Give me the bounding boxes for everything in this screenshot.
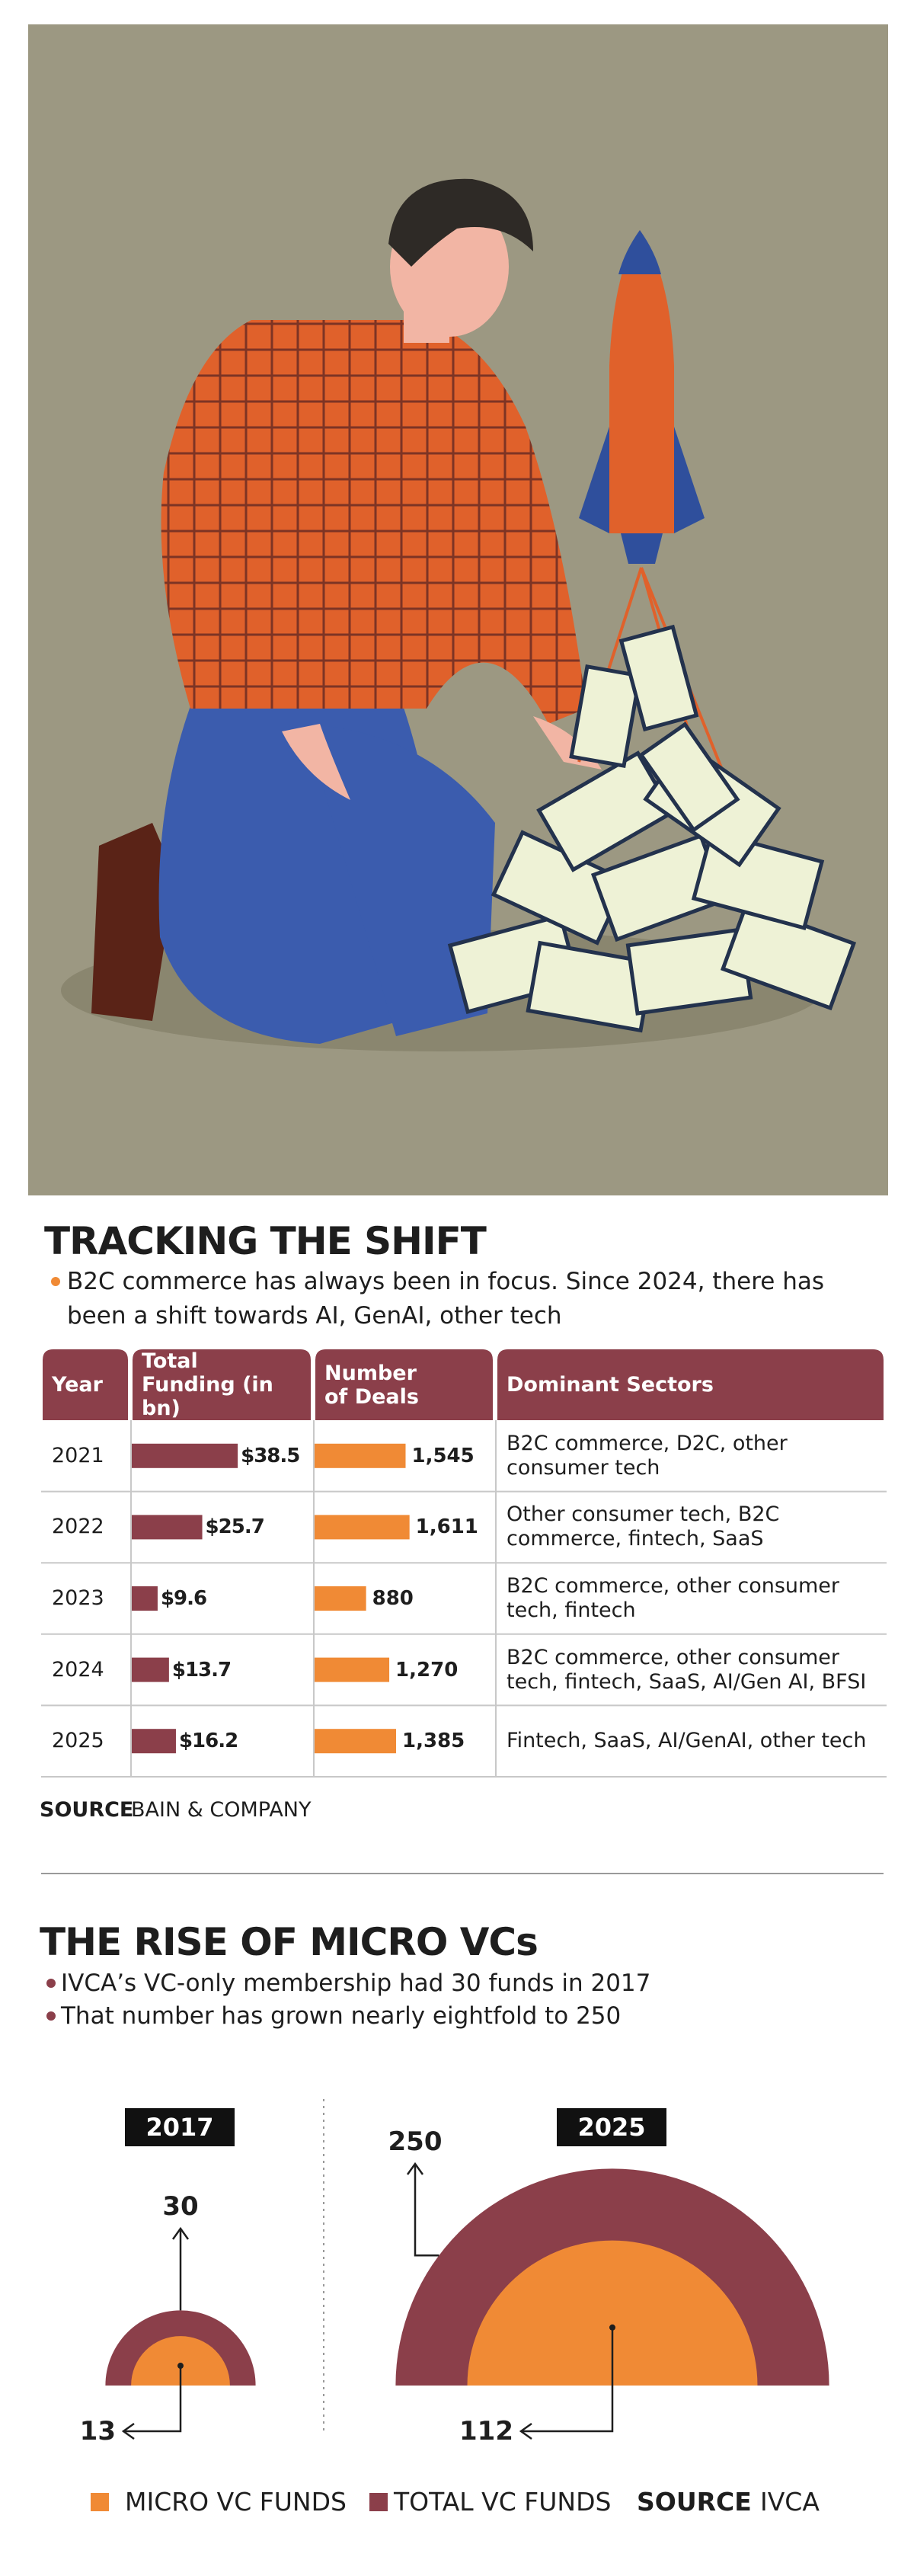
- arrow-head: [171, 2226, 190, 2240]
- funding-label: $25.7: [205, 1515, 265, 1539]
- year: 2021: [52, 1443, 104, 1467]
- section-title: THE RISE OF MICRO VCs: [40, 1920, 538, 1964]
- total-label: 30: [162, 2191, 199, 2222]
- legend-label: TOTAL VC FUNDS: [394, 2487, 612, 2517]
- deals-label: 880: [372, 1587, 414, 1610]
- funding-label: $16.2: [178, 1730, 238, 1753]
- bullet-dot: [51, 1277, 60, 1286]
- year-box: [557, 2108, 666, 2146]
- year-box: [125, 2108, 235, 2146]
- deals-label: 1,611: [415, 1515, 478, 1539]
- callout-line: [414, 2164, 439, 2257]
- bullet-dot: [46, 2011, 56, 2021]
- source-label: SOURCE: [637, 2487, 752, 2517]
- bullet-text: B2C commerce has always been in focus. S…: [67, 1268, 824, 1330]
- year-label: 2025: [577, 2113, 646, 2142]
- funding-label: $38.5: [241, 1444, 300, 1467]
- deals-label: 1,545: [411, 1444, 475, 1467]
- micro-label: 13: [79, 2416, 116, 2446]
- sectors: B2C commerce, other consumer tech, finte…: [507, 1573, 840, 1622]
- callout-line: [123, 2366, 182, 2433]
- year: 2023: [52, 1586, 104, 1610]
- funding-bar: [131, 1729, 176, 1754]
- funding-bar: [131, 1515, 203, 1540]
- micro-semicircle: [467, 2240, 758, 2386]
- section-title: TRACKING THE SHIFT: [44, 1219, 487, 1263]
- arrow-head: [121, 2422, 135, 2440]
- deals-bar: [314, 1515, 410, 1540]
- arrow-head: [406, 2162, 424, 2175]
- legend-swatch: [369, 2493, 388, 2511]
- sectors: B2C commerce, D2C, other consumer tech: [507, 1431, 788, 1480]
- source: IVCA: [760, 2487, 820, 2517]
- illustration: [28, 24, 888, 1195]
- bullet-dot: [46, 1979, 56, 1988]
- year: 2022: [52, 1515, 104, 1539]
- deals-label: 1,270: [395, 1658, 459, 1682]
- header-cell: [133, 1349, 311, 1420]
- column-header: Year: [52, 1373, 103, 1397]
- funding-label: $13.7: [171, 1658, 232, 1682]
- total-label: 250: [388, 2126, 443, 2157]
- source-label: SOURCE: [40, 1798, 134, 1822]
- bullet-text: That number has grown nearly eightfold t…: [61, 2002, 622, 2030]
- column-header: Total Funding (in bn): [142, 1349, 273, 1420]
- micro-semicircle: [131, 2336, 230, 2386]
- funding-bar: [131, 1657, 169, 1682]
- callout-line: [521, 2327, 614, 2433]
- deals-bar: [314, 1729, 397, 1754]
- year-label: 2017: [145, 2113, 214, 2142]
- source: BAIN & COMPANY: [131, 1798, 312, 1822]
- legend-label: MICRO VC FUNDS: [125, 2487, 347, 2517]
- year: 2024: [52, 1657, 104, 1682]
- sectors: Other consumer tech, B2C commerce, finte…: [507, 1502, 780, 1551]
- column-header: Dominant Sectors: [507, 1373, 714, 1397]
- funding-label: $9.6: [160, 1587, 207, 1610]
- sectors: B2C commerce, other consumer tech, finte…: [507, 1645, 867, 1694]
- header-cell: [43, 1349, 128, 1420]
- year: 2025: [52, 1729, 104, 1753]
- header-cell: [315, 1349, 493, 1420]
- deals-label: 1,385: [402, 1730, 465, 1753]
- legend-swatch: [91, 2493, 109, 2511]
- deals-bar: [314, 1443, 406, 1468]
- deals-bar: [314, 1657, 390, 1682]
- micro-label: 112: [459, 2416, 513, 2446]
- bullet-text: IVCA’s VC-only membership had 30 funds i…: [61, 1970, 651, 1997]
- header-cell: [497, 1349, 884, 1420]
- column-header: Number of Deals: [324, 1361, 419, 1409]
- funding-bar: [131, 1443, 238, 1468]
- funding-bar: [131, 1586, 158, 1611]
- deals-bar: [314, 1586, 366, 1611]
- sectors: Fintech, SaaS, AI/GenAI, other tech: [507, 1729, 867, 1753]
- arrow-head: [519, 2422, 532, 2440]
